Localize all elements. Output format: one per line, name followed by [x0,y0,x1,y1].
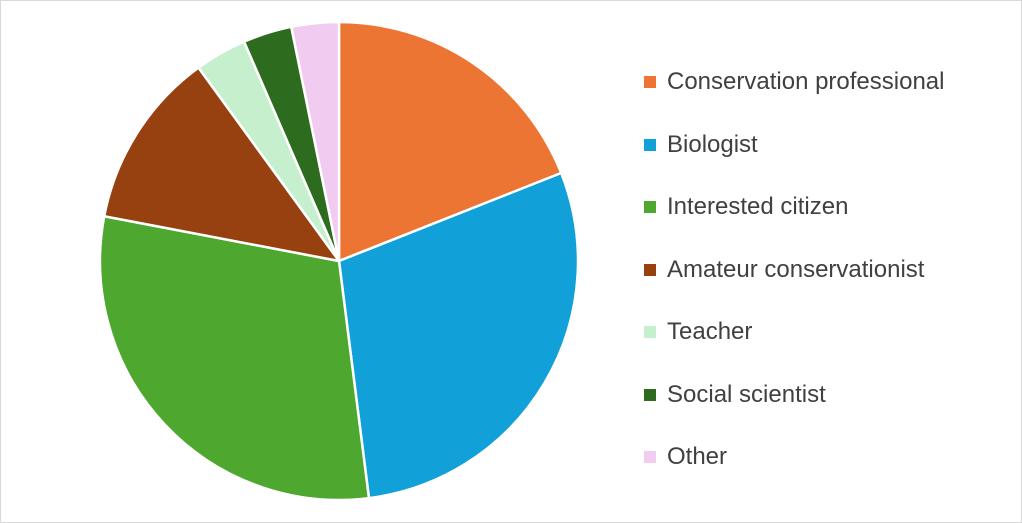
legend-label: Biologist [667,130,758,158]
legend-label: Teacher [667,318,753,346]
legend-item: Conservation professional [644,51,945,114]
pie-chart [98,20,580,502]
pie-slice-conservation-professional [337,20,563,263]
pie-slice-other [290,20,341,263]
legend-swatch [644,388,656,401]
chart-legend: Conservation professional Biologist Intere… [644,51,945,489]
legend-swatch [644,263,656,276]
legend-label: Conservation professional [667,68,945,96]
legend-item: Teacher [644,301,945,364]
legend-swatch [644,76,656,89]
pie-slice-amateur-conservationist [102,66,341,263]
legend-swatch [644,138,656,151]
legend-item: Interested citizen [644,176,945,239]
legend-label: Amateur conservationist [667,255,925,283]
legend-item: Other [644,426,945,489]
pie-slice-biologist [337,171,580,500]
legend-label: Interested citizen [667,193,849,221]
pie-slice-interested-citizen [98,214,371,502]
legend-swatch [644,201,656,214]
legend-item: Biologist [644,114,945,177]
legend-label: Other [667,443,728,471]
legend-label: Social scientist [667,380,826,408]
legend-swatch [644,326,656,339]
legend-swatch [644,451,656,464]
legend-item: Amateur conservationist [644,239,945,302]
legend-item: Social scientist [644,364,945,427]
